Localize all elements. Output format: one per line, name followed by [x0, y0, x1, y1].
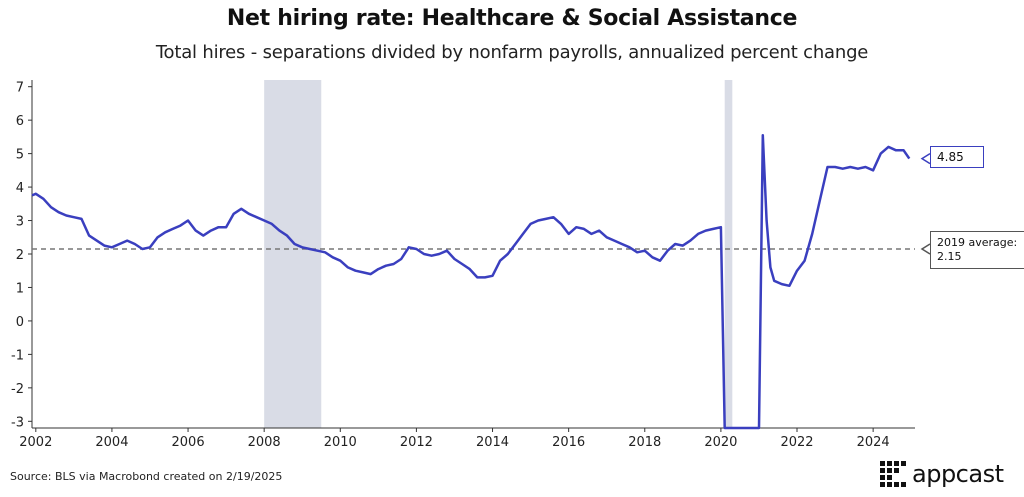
x-tick-label: 2008	[248, 435, 281, 450]
y-tick-label: -2	[11, 382, 24, 397]
y-tick-label: 2	[16, 248, 24, 263]
chart-subtitle: Total hires - separations divided by non…	[155, 42, 869, 63]
y-tick-label: 1	[16, 281, 24, 296]
x-tick-label: 2006	[172, 435, 205, 450]
y-tick-label: 3	[16, 215, 24, 230]
y-axis: -3 -2 -1 0 1 2 3 4 5 6 7	[11, 80, 33, 430]
y-tick-label: 7	[16, 81, 24, 96]
x-tick-label: 2004	[95, 435, 128, 450]
x-tick-label: 2014	[476, 435, 509, 450]
last-value-label: 4.85	[937, 150, 964, 164]
x-tick-label: 2016	[552, 435, 585, 450]
recession-bands	[264, 80, 733, 428]
y-tick-label: -1	[11, 348, 24, 363]
average-value: 2.15	[937, 250, 962, 263]
y-tick-label: 5	[16, 148, 24, 163]
logo-text: appcast	[912, 460, 1004, 488]
x-axis: 2002 2004 2006 2008 2010 2012 2014 2016 2018 2020…	[19, 427, 915, 450]
x-tick-label: 2024	[857, 435, 890, 450]
x-tick-label: 2010	[324, 435, 357, 450]
average-label: 2019 average:	[937, 236, 1018, 249]
last-value-callout: 4.85	[930, 146, 984, 168]
y-tick-label: 0	[16, 315, 24, 330]
last-value-pointer	[920, 152, 931, 165]
chart-title: Net hiring rate: Healthcare & Social Ass…	[226, 6, 798, 31]
y-tick-label: 4	[16, 181, 24, 196]
logo-grid-icon	[880, 461, 906, 487]
average-callout: 2019 average: 2.15	[930, 231, 1024, 269]
x-tick-label: 2002	[19, 435, 52, 450]
y-tick-label: -3	[11, 415, 24, 430]
recession-band	[724, 80, 733, 428]
appcast-logo: appcast	[880, 460, 1004, 488]
x-tick-label: 2020	[704, 435, 737, 450]
x-tick-label: 2022	[780, 435, 813, 450]
source-note: Source: BLS via Macrobond created on 2/1…	[10, 470, 283, 483]
net-hiring-rate-line	[31, 133, 911, 430]
average-pointer	[920, 243, 931, 255]
recession-band	[264, 80, 322, 428]
x-tick-label: 2012	[400, 435, 433, 450]
y-tick-label: 6	[16, 114, 24, 129]
x-tick-label: 2018	[628, 435, 661, 450]
